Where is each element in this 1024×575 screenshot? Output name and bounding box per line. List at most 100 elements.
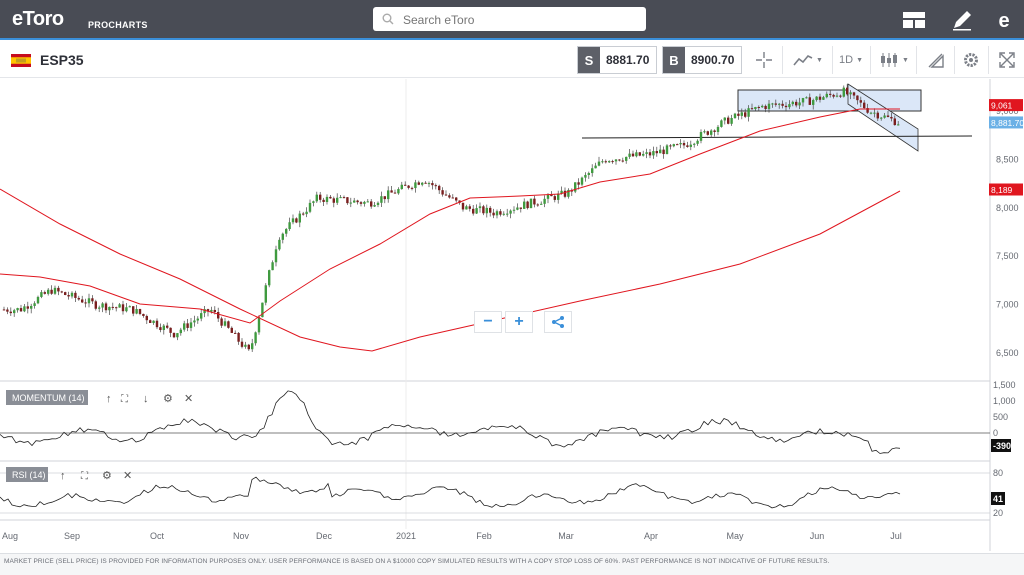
candle-body (686, 145, 689, 147)
candle-body (152, 320, 155, 323)
candle-body (706, 131, 709, 135)
instrument-symbol[interactable]: ESP35 (40, 52, 84, 68)
chevron-down-icon: ▼ (902, 56, 909, 64)
candle-body (414, 182, 417, 189)
arrow-down-icon[interactable]: ↓ (143, 393, 149, 405)
candle-body (465, 206, 468, 210)
candle-body (271, 262, 274, 271)
candle-body (818, 96, 822, 100)
candle-body (784, 105, 788, 108)
candle-body (689, 144, 692, 147)
zoom-in-button[interactable]: + (505, 311, 533, 333)
candle-body (210, 309, 213, 312)
candle-body (380, 196, 383, 203)
candle-body (509, 210, 512, 214)
layout-icon[interactable] (900, 7, 928, 33)
candle-body (332, 198, 335, 203)
candle-body (842, 87, 845, 97)
candle-body (196, 318, 199, 321)
rsi-label: RSI (14) (12, 470, 46, 480)
candle-body (791, 101, 794, 105)
candle-body (373, 205, 376, 207)
momentum-label-box[interactable] (6, 390, 88, 405)
candle-body (101, 303, 104, 308)
candle-body (104, 303, 108, 311)
search-input[interactable] (401, 10, 640, 30)
close-icon[interactable]: ✕ (184, 393, 193, 405)
candle-body (516, 207, 519, 210)
candle-body (237, 332, 240, 342)
moving-average-line (0, 108, 900, 324)
buy-button[interactable]: B 8900.70 (662, 46, 742, 74)
candle-body (774, 103, 777, 105)
candle-body (618, 159, 621, 161)
draw-pencil-icon[interactable] (948, 7, 976, 33)
momentum-label: MOMENTUM (14) (12, 393, 85, 403)
candle-body (438, 185, 441, 191)
crosshair-icon (756, 52, 772, 68)
candle-body (716, 126, 720, 132)
candle-body (108, 306, 111, 311)
candle-body (349, 202, 352, 204)
candle-body (444, 194, 448, 196)
etoro-logo[interactable]: eToro (12, 8, 64, 30)
crosshair-button[interactable] (750, 46, 778, 74)
settings-button[interactable] (958, 46, 984, 74)
candle-body (863, 102, 866, 109)
candle-body (740, 112, 743, 116)
momentum-tick: 500 (993, 412, 1008, 422)
search-box[interactable] (373, 7, 646, 31)
drawing-tools-button[interactable] (922, 46, 950, 74)
candle-body (801, 98, 805, 103)
candles-button[interactable]: ▼ (876, 46, 912, 74)
arrow-up-icon[interactable]: ↑ (106, 393, 112, 405)
sell-button[interactable]: S 8881.70 (577, 46, 657, 74)
candle-body (322, 199, 325, 202)
candle-body (91, 298, 94, 302)
trend-channel[interactable] (847, 83, 919, 152)
buy-price: 8900.70 (691, 53, 735, 67)
candle-body (546, 194, 550, 199)
candle-body (363, 201, 366, 204)
candle-body (519, 207, 522, 209)
candle-body (230, 327, 233, 333)
rsi-label-box[interactable] (6, 467, 48, 482)
candle-body (679, 143, 682, 145)
candle-body (682, 143, 686, 146)
candle-body (111, 306, 114, 308)
maximize-icon[interactable]: ⛶ (80, 471, 89, 482)
gear-icon[interactable]: ⚙ (102, 470, 112, 482)
candle-body (339, 197, 342, 199)
candle-body (461, 202, 465, 210)
zoom-out-button[interactable]: − (474, 311, 502, 333)
candle-body (764, 105, 767, 110)
candle-body (506, 213, 509, 215)
candle-body (495, 211, 499, 216)
close-icon[interactable]: ✕ (123, 470, 132, 482)
candle-body (370, 201, 373, 207)
fullscreen-button[interactable] (994, 46, 1020, 74)
horizontal-line[interactable] (581, 135, 973, 139)
rsi-tick: 20 (993, 508, 1003, 518)
interval-select[interactable]: 1D ▼ (836, 46, 866, 74)
etoro-e-icon[interactable]: e (990, 7, 1018, 33)
candle-body (723, 117, 726, 121)
candle-body (434, 185, 437, 187)
gear-icon[interactable]: ⚙ (163, 393, 173, 405)
gear-icon (964, 53, 978, 67)
share-button[interactable] (544, 311, 572, 333)
candle-body (631, 153, 635, 157)
maximize-icon[interactable]: ⛶ (120, 394, 129, 405)
candle-body (478, 206, 482, 209)
candle-body (424, 182, 427, 184)
momentum-value: -390 (993, 441, 1011, 451)
candle-body (159, 327, 162, 331)
candle-body (203, 309, 206, 314)
candle-body (441, 190, 444, 195)
candle-body (376, 202, 380, 206)
arrow-up-icon[interactable]: ↑ (60, 470, 66, 482)
candle-body (812, 100, 815, 105)
chart-type-button[interactable]: ▼ (788, 46, 828, 74)
